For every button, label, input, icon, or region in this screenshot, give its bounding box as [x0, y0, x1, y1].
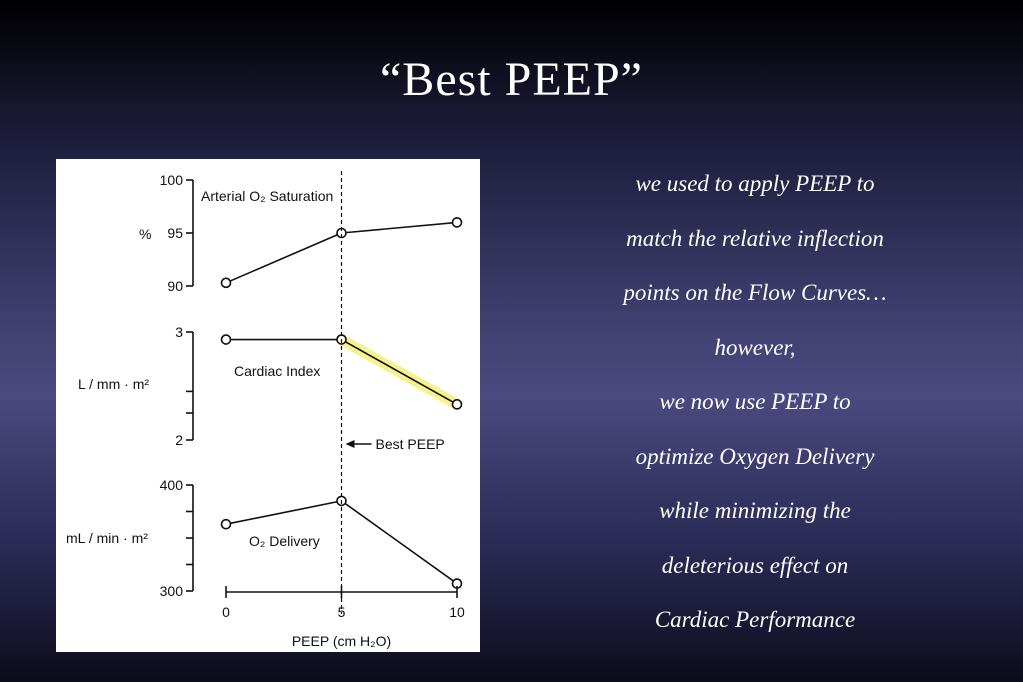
- note-line-1: we used to apply PEEP to: [635, 171, 875, 196]
- note-line-3: points on the Flow Curves…: [623, 280, 887, 305]
- y-axis-label: %: [139, 226, 151, 242]
- note-line-5: we now use PEEP to: [659, 389, 851, 414]
- best-peep-arrowhead: [345, 440, 355, 448]
- note-line-4: however,: [714, 334, 796, 360]
- x-tick-label: 0: [222, 604, 230, 620]
- y-axis-label: L / mm · m²: [78, 376, 149, 392]
- slide-title: “Best PEEP”: [380, 53, 643, 106]
- data-point: [451, 217, 463, 228]
- x-tick-label: 5: [338, 604, 346, 620]
- y-axis-label: mL / min · m²: [66, 530, 148, 546]
- x-axis-label: PEEP (cm H₂O): [292, 633, 391, 649]
- peep-figure: 100 95 90% Arterial O₂ Saturation 3 2 L / mm ·…: [56, 159, 480, 652]
- series-segment: [341, 500, 458, 585]
- y-tick-label: 2: [175, 432, 183, 448]
- series-segment: [341, 338, 458, 406]
- data-point: [220, 277, 232, 289]
- note-line-2: match the relative inflection: [626, 225, 884, 251]
- note-line-9: Cardiac Performance: [654, 607, 856, 632]
- y-tick-label: 95: [167, 225, 183, 241]
- panel-title: Arterial O₂ Saturation: [201, 188, 333, 204]
- y-tick-label: 100: [160, 172, 184, 188]
- panel-title: O₂ Delivery: [249, 533, 320, 549]
- data-point: [220, 518, 232, 530]
- y-tick-label: 3: [175, 324, 183, 340]
- y-tick-label: 400: [160, 477, 184, 493]
- panel-title: Cardiac Index: [234, 363, 320, 379]
- series-segment: [341, 221, 458, 234]
- data-point: [451, 399, 463, 410]
- series-segment: [225, 500, 342, 526]
- x-tick-label: 10: [449, 604, 465, 620]
- best-peep-label: Best PEEP: [376, 436, 445, 452]
- note-line-7: while minimizing the: [659, 498, 851, 523]
- y-tick-label: 300: [160, 583, 184, 599]
- note-line-8: deleterious effect on: [661, 552, 849, 578]
- series-segment: [225, 232, 342, 284]
- data-point: [220, 334, 232, 345]
- note-line-6: optimize Oxygen Delivery: [635, 443, 875, 469]
- slide-notes: we used to apply PEEP to match the relat…: [588, 166, 922, 657]
- y-tick-label: 90: [167, 278, 183, 294]
